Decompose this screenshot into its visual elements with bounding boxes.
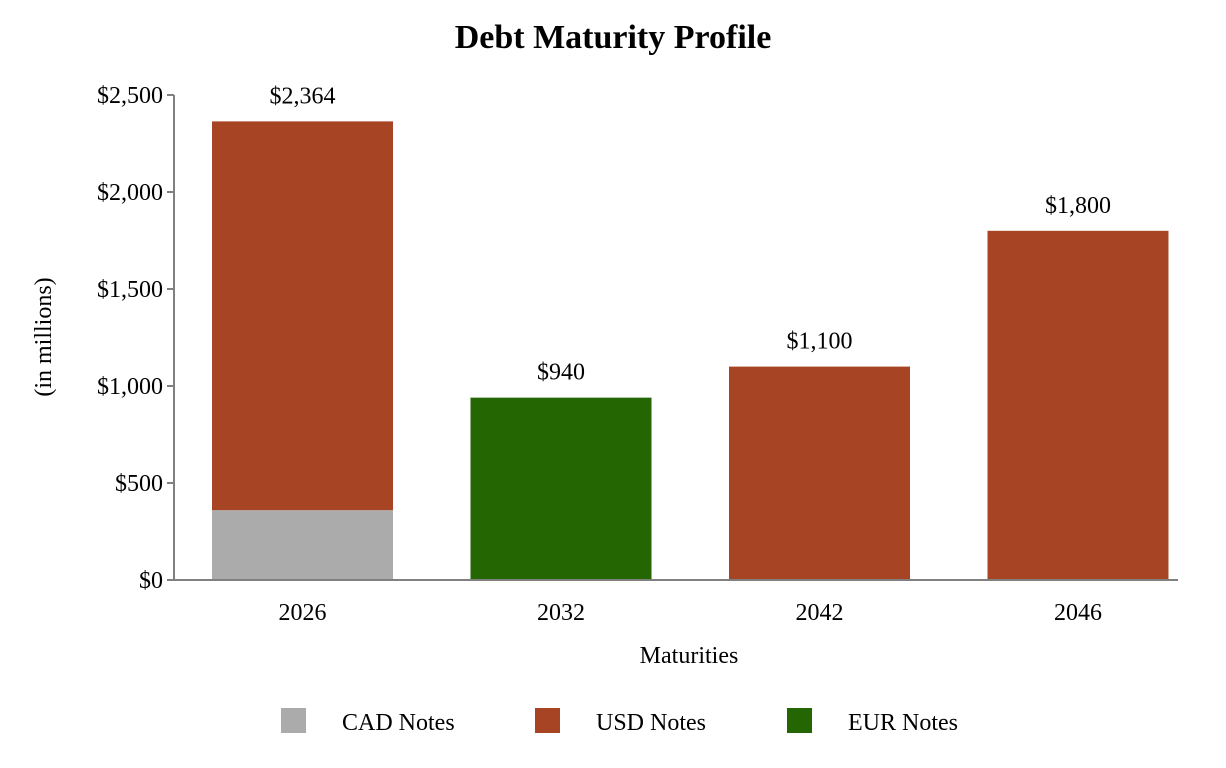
data-label-2026: $2,364 bbox=[270, 83, 336, 109]
bar-cad-notes-2026 bbox=[212, 510, 393, 580]
legend-label: CAD Notes bbox=[342, 710, 455, 736]
y-tick-label: $1,500 bbox=[97, 277, 163, 303]
y-tick-label: $500 bbox=[115, 471, 163, 497]
legend-swatch-cad-notes bbox=[281, 708, 306, 733]
legend: CAD Notes USD Notes EUR Notes bbox=[281, 708, 958, 736]
bar-usd-notes-2026 bbox=[212, 121, 393, 511]
data-label-2046: $1,800 bbox=[1045, 193, 1111, 219]
data-labels: $2,364 $940 $1,100 $1,800 bbox=[270, 83, 1112, 385]
legend-label: EUR Notes bbox=[848, 710, 958, 736]
bars bbox=[212, 121, 1169, 581]
x-tick-label: 2026 bbox=[279, 600, 327, 626]
x-tick-label: 2032 bbox=[537, 600, 585, 626]
y-axis-label: (in millions) bbox=[31, 277, 57, 396]
x-axis-label: Maturities bbox=[640, 643, 739, 669]
data-label-2042: $1,100 bbox=[787, 329, 853, 355]
y-tick-label: $2,500 bbox=[97, 83, 163, 109]
chart-title: Debt Maturity Profile bbox=[455, 19, 772, 56]
legend-swatch-usd-notes bbox=[535, 708, 560, 733]
data-label-2032: $940 bbox=[537, 360, 585, 386]
x-tick-label: 2042 bbox=[796, 600, 844, 626]
bar-eur-notes-2032 bbox=[470, 397, 652, 580]
x-tick-label: 2046 bbox=[1054, 600, 1102, 626]
bar-usd-notes-2046 bbox=[987, 230, 1169, 581]
x-axis: 2026 2032 2042 2046 bbox=[174, 579, 1178, 626]
legend-label: USD Notes bbox=[596, 710, 706, 736]
legend-swatch-eur-notes bbox=[787, 708, 812, 733]
y-tick-label: $0 bbox=[139, 568, 163, 594]
bar-usd-notes-2042 bbox=[729, 366, 910, 580]
y-tick-label: $1,000 bbox=[97, 374, 163, 400]
y-axis: $0 $500 $1,000 $1,500 $2,000 $2,500 bbox=[97, 83, 175, 594]
y-tick-label: $2,000 bbox=[97, 180, 163, 206]
